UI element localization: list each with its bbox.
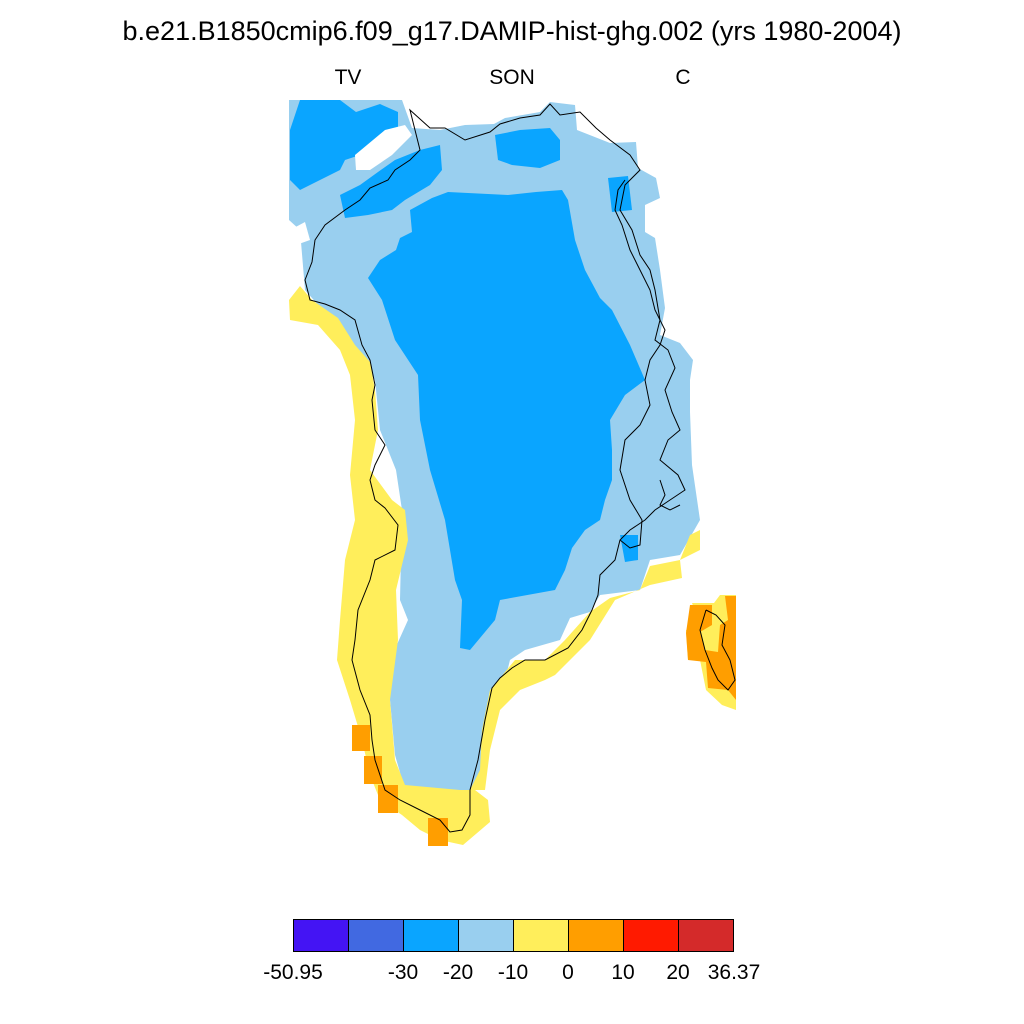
- field-orange-east-island: [686, 596, 736, 700]
- colorbar-box-1: [294, 920, 349, 951]
- colorbar-box-6: [569, 920, 624, 951]
- colorbar: [293, 919, 734, 952]
- map-title: b.e21.B1850cmip6.f09_g17.DAMIP-hist-ghg.…: [122, 16, 902, 46]
- colorbar-box-7: [624, 920, 679, 951]
- field-blue-nw-2: [340, 145, 442, 218]
- field-blue-interior: [368, 190, 645, 650]
- field-blue-e-1: [608, 176, 632, 212]
- colorbar-label-7: 20: [666, 961, 690, 984]
- coastline-fjords: [614, 179, 736, 691]
- colorbar-label-2: -30: [387, 961, 419, 984]
- field-yellow-southeast: [470, 530, 700, 790]
- field-blue-e-2: [620, 535, 638, 562]
- field-blue-nw-1: [290, 100, 398, 190]
- colorbar-box-8: [679, 920, 733, 951]
- colorbar-label-6: 10: [611, 961, 635, 984]
- colorbar-box-2: [349, 920, 404, 951]
- coastline: [304, 103, 686, 833]
- colorbar-box-3: [404, 920, 459, 951]
- colorbar-label-max: 36.37: [707, 961, 761, 984]
- colorbar-box-5: [514, 920, 569, 951]
- season-label: SON: [489, 66, 535, 89]
- colorbar-label-min: -50.95: [263, 961, 323, 984]
- field-blue-n: [495, 128, 560, 168]
- colorbar-label-3: -20: [442, 961, 474, 984]
- colorbar-box-4: [459, 920, 514, 951]
- gap-nw-1: [290, 222, 310, 245]
- colorbar-label-5: 0: [562, 961, 574, 984]
- units-label: C: [675, 66, 691, 89]
- field-orange-southwest: [352, 725, 448, 846]
- variable-label: TV: [334, 66, 362, 89]
- gap-nw-2: [355, 125, 412, 170]
- colorbar-label-4: -10: [497, 961, 529, 984]
- field-yellow-west: [289, 286, 490, 845]
